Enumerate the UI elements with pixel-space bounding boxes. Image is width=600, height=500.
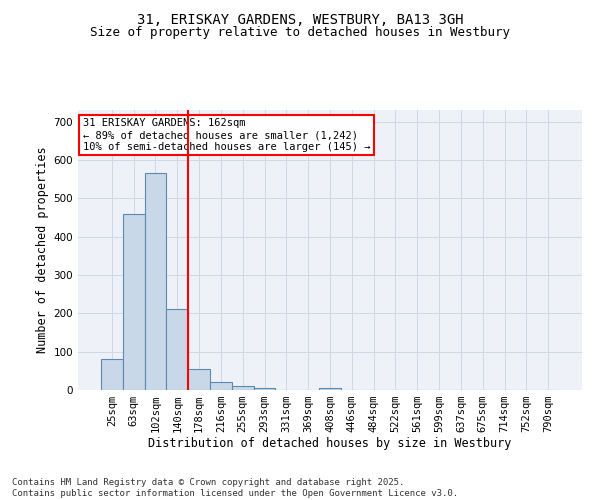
- Bar: [145, 174, 166, 390]
- Text: 31 ERISKAY GARDENS: 162sqm
← 89% of detached houses are smaller (1,242)
10% of s: 31 ERISKAY GARDENS: 162sqm ← 89% of deta…: [83, 118, 371, 152]
- Bar: [319, 388, 341, 390]
- Bar: [232, 386, 254, 390]
- Bar: [101, 360, 123, 390]
- X-axis label: Distribution of detached houses by size in Westbury: Distribution of detached houses by size …: [148, 436, 512, 450]
- Bar: [210, 382, 232, 390]
- Bar: [123, 214, 145, 390]
- Bar: [166, 310, 188, 390]
- Y-axis label: Number of detached properties: Number of detached properties: [37, 146, 49, 354]
- Text: Contains HM Land Registry data © Crown copyright and database right 2025.
Contai: Contains HM Land Registry data © Crown c…: [12, 478, 458, 498]
- Text: 31, ERISKAY GARDENS, WESTBURY, BA13 3GH: 31, ERISKAY GARDENS, WESTBURY, BA13 3GH: [137, 12, 463, 26]
- Bar: [188, 369, 210, 390]
- Text: Size of property relative to detached houses in Westbury: Size of property relative to detached ho…: [90, 26, 510, 39]
- Bar: [254, 388, 275, 390]
